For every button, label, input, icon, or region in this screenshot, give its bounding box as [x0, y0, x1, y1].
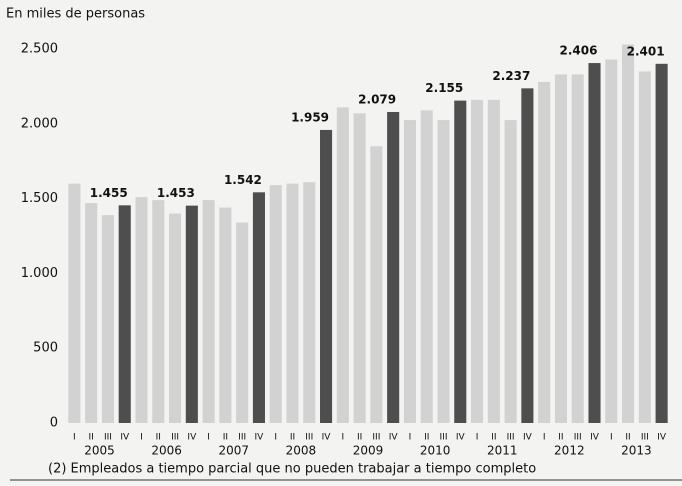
bar	[118, 205, 131, 423]
x-tick-label: III	[507, 433, 515, 443]
x-tick-label: III	[104, 433, 112, 443]
value-label: 2.079	[358, 92, 396, 106]
bar	[454, 100, 467, 423]
bar	[320, 129, 333, 423]
x-tick-label: I	[207, 433, 210, 443]
x-tick-label: III	[574, 433, 582, 443]
bar	[403, 120, 416, 423]
bar	[135, 197, 148, 423]
x-tick-label: III	[440, 433, 448, 443]
x-tick-label: III	[171, 433, 179, 443]
x-tick-label: I	[73, 433, 76, 443]
x-tick-label: II	[357, 433, 362, 443]
x-tick-label: II	[223, 433, 228, 443]
bar	[68, 183, 81, 423]
x-tick-label: I	[543, 433, 546, 443]
x-tick-label: II	[89, 433, 94, 443]
bar	[370, 146, 383, 424]
x-tick-label: IV	[187, 433, 197, 443]
year-label: 2005	[84, 444, 115, 458]
x-tick-label: III	[372, 433, 380, 443]
bar	[622, 44, 635, 424]
year-label: 2013	[621, 444, 652, 458]
value-label: 2.406	[560, 44, 598, 58]
bar	[286, 183, 299, 423]
bar	[219, 207, 232, 423]
x-tick-label: I	[274, 433, 277, 443]
bar	[101, 215, 114, 423]
y-tick-label: 1.500	[21, 191, 58, 206]
bar	[303, 182, 316, 423]
bar	[521, 88, 534, 424]
bar	[605, 59, 618, 424]
bar	[487, 99, 500, 423]
y-tick-label: 0	[50, 416, 58, 431]
bar	[571, 74, 584, 423]
x-tick-label: I	[409, 433, 412, 443]
x-tick-label: I	[610, 433, 613, 443]
bar	[538, 81, 551, 424]
x-tick-label: IV	[120, 433, 130, 443]
bar	[353, 113, 366, 423]
bar	[85, 203, 98, 423]
bar	[336, 107, 349, 424]
year-label: 2006	[151, 444, 182, 458]
footnote: (2) Empleados a tiempo parcial que no pu…	[48, 462, 536, 477]
y-tick-label: 500	[33, 341, 58, 356]
chart-subtitle: En miles de personas	[6, 7, 145, 22]
x-tick-label: I	[140, 433, 143, 443]
x-tick-label: II	[625, 433, 630, 443]
bar	[387, 111, 400, 423]
year-label: 2008	[286, 444, 317, 458]
y-tick-label: 2.000	[21, 116, 58, 131]
value-label: 2.401	[627, 44, 665, 58]
bar	[655, 63, 668, 424]
x-tick-label: IV	[389, 433, 399, 443]
x-tick-label: II	[558, 433, 563, 443]
x-tick-label: II	[290, 433, 295, 443]
bar	[252, 192, 265, 423]
value-label: 2.155	[425, 81, 463, 95]
bar	[202, 200, 215, 423]
x-tick-label: IV	[255, 433, 265, 443]
x-tick-label: III	[641, 433, 649, 443]
year-label: 2009	[353, 444, 384, 458]
x-tick-label: IV	[456, 433, 466, 443]
value-label: 1.959	[291, 110, 329, 124]
x-tick-label: I	[342, 433, 345, 443]
bar	[185, 205, 198, 423]
bar	[420, 110, 433, 423]
y-tick-label: 2.500	[21, 42, 58, 57]
x-tick-label: IV	[523, 433, 533, 443]
value-label: 1.542	[224, 173, 262, 187]
year-label: 2012	[554, 444, 585, 458]
bar	[588, 63, 601, 423]
bar	[471, 99, 484, 423]
bar	[269, 185, 282, 423]
bar	[638, 71, 651, 423]
year-label: 2007	[219, 444, 250, 458]
x-tick-label: IV	[590, 433, 600, 443]
value-label: 1.453	[157, 186, 195, 200]
x-tick-label: II	[424, 433, 429, 443]
y-tick-label: 1.000	[21, 266, 58, 281]
x-tick-label: IV	[322, 433, 332, 443]
value-label: 2.237	[492, 69, 530, 83]
year-label: 2011	[487, 444, 518, 458]
x-tick-label: III	[238, 433, 246, 443]
bar	[169, 213, 182, 423]
bar	[504, 120, 517, 423]
bar	[554, 74, 567, 423]
year-label: 2010	[420, 444, 451, 458]
x-tick-label: III	[305, 433, 313, 443]
x-tick-label: I	[476, 433, 479, 443]
bar	[152, 200, 165, 423]
value-label: 1.455	[90, 186, 128, 200]
bar	[437, 120, 450, 423]
x-tick-label: II	[156, 433, 161, 443]
bar	[236, 222, 249, 423]
x-tick-label: IV	[657, 433, 667, 443]
x-tick-label: II	[491, 433, 496, 443]
